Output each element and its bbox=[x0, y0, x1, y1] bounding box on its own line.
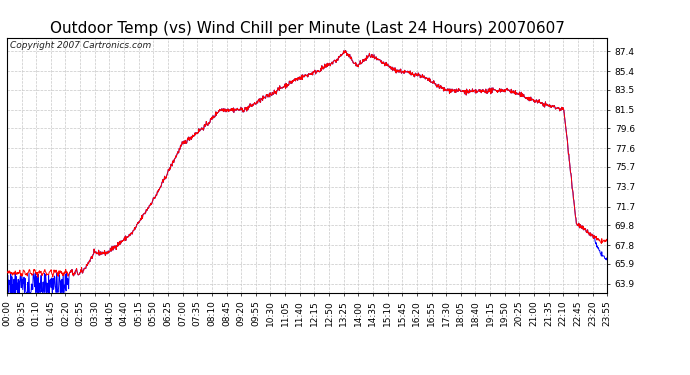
Title: Outdoor Temp (vs) Wind Chill per Minute (Last 24 Hours) 20070607: Outdoor Temp (vs) Wind Chill per Minute … bbox=[50, 21, 564, 36]
Text: Copyright 2007 Cartronics.com: Copyright 2007 Cartronics.com bbox=[10, 41, 151, 50]
